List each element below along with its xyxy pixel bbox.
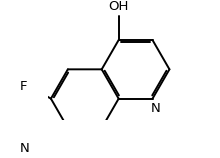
Text: OH: OH: [108, 0, 129, 13]
Text: N: N: [20, 142, 30, 155]
Text: N: N: [150, 102, 160, 115]
Text: F: F: [20, 80, 27, 93]
